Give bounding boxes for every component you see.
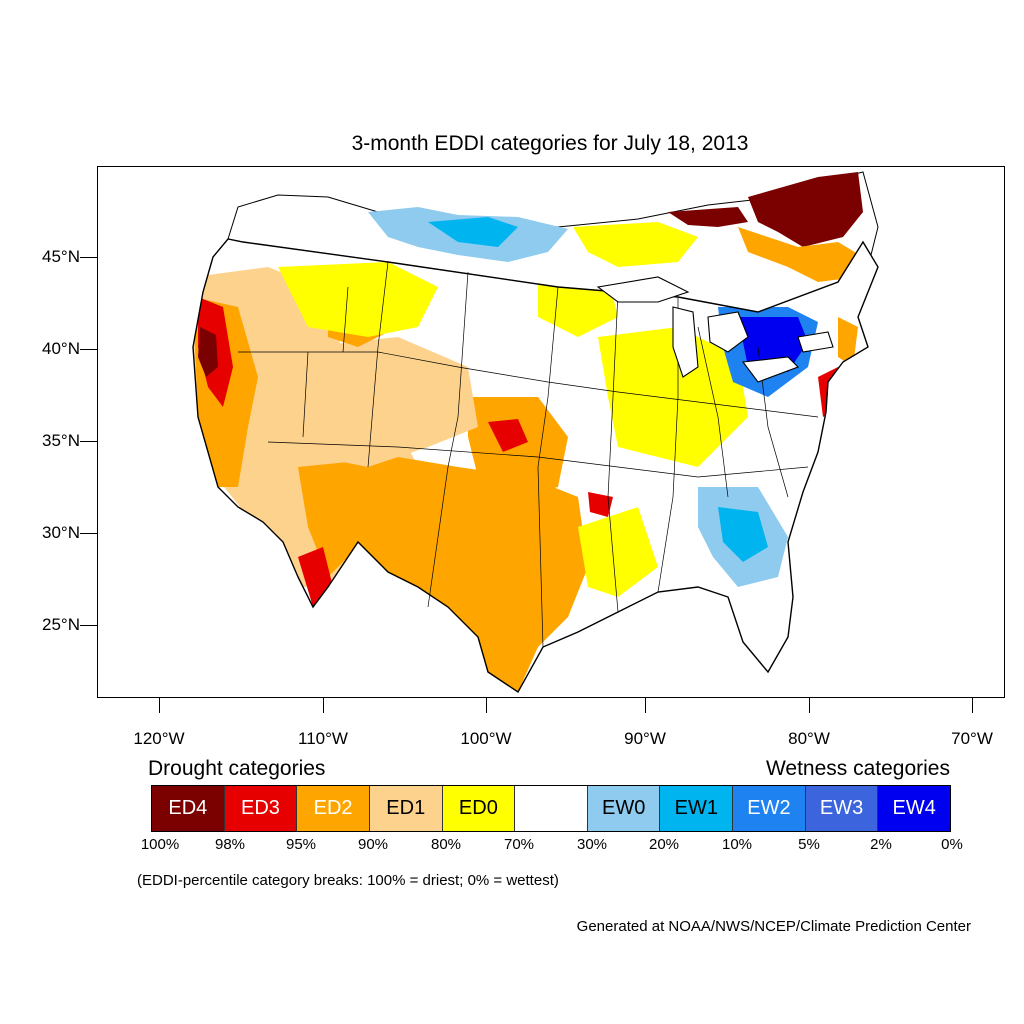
legend-cell-neutral: [515, 786, 588, 831]
percentile-label: 30%: [576, 836, 608, 853]
ed0-patch-canada: [573, 222, 698, 267]
lat-tick: [80, 257, 97, 258]
lon-label-90: 90°W: [624, 729, 666, 748]
percentile-label: 95%: [285, 836, 317, 853]
lat-tick: [80, 441, 97, 442]
drought-heading: Drought categories: [148, 757, 326, 780]
legend-cell-ew1: EW1: [660, 786, 734, 831]
legend-cell-ed4: ED4: [152, 786, 225, 831]
ed4-patch-canada: [748, 172, 863, 247]
credit-text: Generated at NOAA/NWS/NCEP/Climate Predi…: [576, 918, 971, 935]
legend-cell-ew0: EW0: [587, 786, 661, 831]
footnote: (EDDI-percentile category breaks: 100% =…: [137, 872, 559, 889]
percentile-label: 80%: [430, 836, 462, 853]
map-frame: [97, 166, 1005, 698]
lon-tick: [159, 697, 160, 713]
ed4-patch-canada-west: [668, 207, 748, 227]
lon-label-80: 80°W: [788, 729, 830, 748]
lat-tick: [80, 625, 97, 626]
percentile-label: 20%: [648, 836, 680, 853]
lon-tick: [323, 697, 324, 713]
lon-tick: [809, 697, 810, 713]
lon-label-120: 120°W: [133, 729, 185, 748]
legend-cell-ew2: EW2: [733, 786, 806, 831]
lon-tick: [972, 697, 973, 713]
wetness-heading: Wetness categories: [765, 757, 950, 780]
legend-cell-ed0: ED0: [442, 786, 516, 831]
percentile-label: 90%: [357, 836, 389, 853]
percentile-label: 100%: [140, 836, 180, 853]
lat-label-35: 35°N: [42, 431, 80, 450]
lat-label-45: 45°N: [42, 247, 80, 266]
percentile-label: 2%: [870, 836, 892, 853]
legend-cell-ew4: EW4: [878, 786, 951, 831]
legend-color-bar: ED4 ED3 ED2 ED1 ED0 EW0 EW1 EW2 EW3 EW4: [151, 785, 951, 832]
percentile-label: 10%: [721, 836, 753, 853]
legend-cell-ew3: EW3: [805, 786, 879, 831]
ew1-patch-canada: [428, 217, 518, 247]
lon-label-100: 100°W: [460, 729, 512, 748]
percentile-label: 5%: [798, 836, 820, 853]
percentile-label: 70%: [503, 836, 535, 853]
lon-label-110: 110°W: [298, 729, 348, 748]
eddi-map: [192, 171, 879, 694]
lon-label-70: 70°W: [951, 729, 993, 748]
map-title: 3-month EDDI categories for July 18, 201…: [351, 132, 749, 155]
lat-tick: [80, 349, 97, 350]
lon-tick: [486, 697, 487, 713]
ed2-patch-canada: [738, 227, 863, 282]
legend-cell-ed1: ED1: [369, 786, 443, 831]
great-lakes: [596, 276, 834, 383]
legend-cell-ed2: ED2: [297, 786, 370, 831]
lat-tick: [80, 533, 97, 534]
lat-label-25: 25°N: [42, 615, 80, 634]
lat-label-40: 40°N: [42, 339, 80, 358]
legend-cell-ed3: ED3: [224, 786, 298, 831]
lat-label-30: 30°N: [42, 523, 80, 542]
percentile-label: 98%: [214, 836, 246, 853]
percentile-label: 0%: [941, 836, 963, 853]
lon-tick: [645, 697, 646, 713]
